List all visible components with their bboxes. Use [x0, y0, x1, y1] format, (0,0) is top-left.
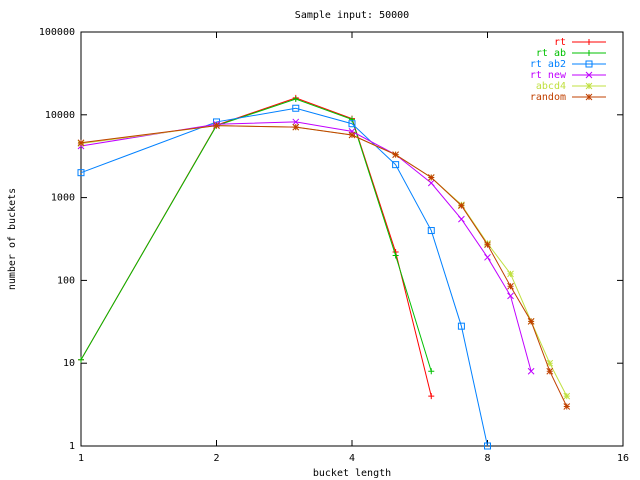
point	[527, 367, 535, 375]
point	[213, 122, 220, 129]
legend-marker	[585, 93, 593, 101]
point	[292, 123, 300, 131]
legend-marker	[586, 39, 592, 45]
x-tick-label: 2	[213, 453, 219, 464]
point	[292, 96, 299, 103]
point	[392, 252, 399, 259]
point	[348, 131, 356, 139]
legend-marker	[586, 50, 592, 56]
legend-marker	[585, 71, 593, 79]
chart-title: Sample input: 50000	[295, 10, 409, 21]
point	[428, 393, 435, 400]
series-line	[80, 107, 488, 447]
point	[77, 169, 85, 177]
point	[292, 104, 300, 112]
point	[77, 139, 85, 147]
point	[457, 322, 465, 330]
y-tick-label: 1000	[51, 193, 75, 204]
series-line	[80, 121, 532, 372]
legend-marker	[585, 82, 593, 90]
point	[392, 151, 399, 159]
point	[563, 403, 571, 410]
series-line	[80, 125, 568, 407]
legend-label: rt new	[530, 70, 567, 81]
legend-marker	[585, 60, 593, 68]
point	[507, 282, 514, 290]
point	[507, 270, 514, 278]
point	[428, 368, 435, 375]
point	[458, 215, 465, 223]
y-tick-label: 100	[57, 275, 75, 286]
point	[527, 318, 535, 325]
point	[392, 161, 400, 169]
point	[507, 292, 514, 300]
y-tick-label: 1	[69, 441, 75, 452]
legend-label: rt ab2	[530, 59, 566, 70]
point	[458, 202, 465, 209]
point	[427, 174, 435, 181]
point	[563, 392, 571, 400]
point	[484, 241, 491, 249]
point	[546, 367, 554, 375]
series-line	[80, 97, 432, 397]
x-tick-label: 16	[617, 453, 629, 464]
x-axis-label: bucket length	[313, 468, 391, 479]
point	[292, 118, 300, 126]
x-tick-label: 4	[349, 453, 355, 464]
point	[484, 442, 491, 450]
point	[484, 253, 491, 261]
point	[78, 356, 84, 363]
point	[427, 227, 435, 235]
point	[427, 179, 435, 187]
legend-label: abcd4	[536, 81, 566, 92]
x-tick-label: 1	[78, 453, 84, 464]
series-line	[80, 98, 432, 372]
point	[348, 120, 356, 128]
y-tick-label: 100000	[39, 27, 75, 38]
y-tick-label: 10000	[45, 110, 75, 121]
legend-label: random	[530, 92, 566, 103]
y-tick-label: 10	[63, 358, 75, 369]
point	[546, 359, 554, 367]
y-axis-label: number of buckets	[7, 188, 18, 290]
series-line	[80, 125, 568, 397]
x-tick-label: 8	[484, 453, 490, 464]
legend-label: rt ab	[536, 48, 566, 59]
legend-label: rt	[554, 37, 566, 48]
point	[349, 116, 355, 123]
